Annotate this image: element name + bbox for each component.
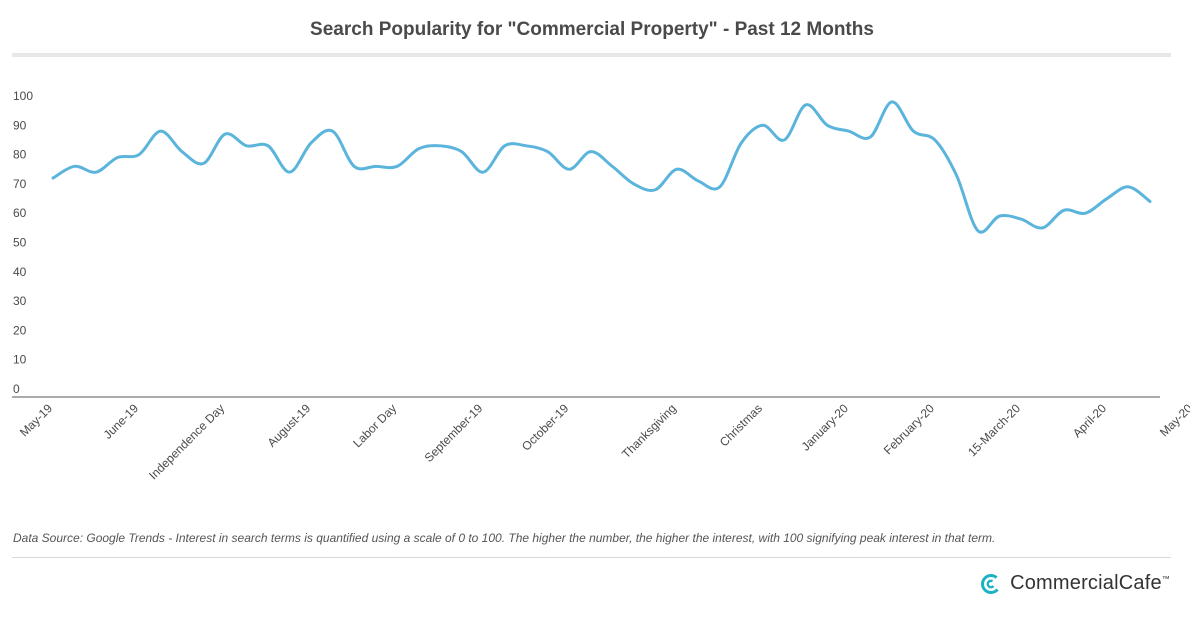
data-point xyxy=(309,141,313,145)
data-point xyxy=(997,214,1001,218)
x-tick-label: February-20 xyxy=(881,401,937,457)
y-tick-label: 70 xyxy=(13,177,27,191)
x-tick-label: May-19 xyxy=(17,401,55,439)
data-point xyxy=(352,164,356,168)
data-point xyxy=(417,147,421,151)
brand-logo: CommercialCafe™ xyxy=(980,572,1170,595)
data-point xyxy=(696,179,700,183)
data-point xyxy=(374,164,378,168)
data-point xyxy=(804,103,808,107)
data-point xyxy=(933,138,937,142)
data-point xyxy=(481,170,485,174)
y-tick-label: 30 xyxy=(13,294,27,308)
commercialcafe-logo-icon xyxy=(981,573,1002,594)
x-tick-label: September-19 xyxy=(422,401,486,465)
data-point xyxy=(1019,217,1023,221)
data-point xyxy=(159,129,163,133)
data-point xyxy=(890,100,894,104)
x-tick-label: Labor Day xyxy=(350,401,399,450)
y-tick-label: 80 xyxy=(13,148,27,162)
data-point xyxy=(73,164,77,168)
data-point xyxy=(438,144,442,148)
x-tick-label: May-20 xyxy=(1157,401,1190,439)
data-point xyxy=(245,144,249,148)
data-point xyxy=(94,170,98,174)
title-divider xyxy=(12,53,1171,57)
data-point xyxy=(610,164,614,168)
data-point xyxy=(1062,208,1066,212)
data-point xyxy=(825,123,829,127)
y-tick-label: 50 xyxy=(13,236,27,250)
data-point xyxy=(503,144,507,148)
data-point xyxy=(632,182,636,186)
data-point xyxy=(653,188,657,192)
data-point xyxy=(202,161,206,165)
x-tick-label: October-19 xyxy=(519,401,572,454)
data-point xyxy=(288,170,292,174)
x-tick-label: August-19 xyxy=(265,401,314,450)
data-point xyxy=(868,135,872,139)
data-point xyxy=(1040,226,1044,230)
data-point xyxy=(589,150,593,154)
y-tick-label: 100 xyxy=(13,89,33,103)
data-point xyxy=(567,167,571,171)
data-point xyxy=(395,164,399,168)
data-point xyxy=(847,129,851,133)
data-point xyxy=(546,150,550,154)
data-point xyxy=(1105,197,1109,201)
data-point xyxy=(1083,211,1087,215)
x-tick-label: June-19 xyxy=(101,401,142,442)
x-tick-label: January-20 xyxy=(799,401,852,454)
x-tick-label: Christmas xyxy=(717,401,765,449)
data-point xyxy=(675,167,679,171)
data-point xyxy=(116,156,120,160)
data-point xyxy=(718,185,722,189)
y-tick-label: 10 xyxy=(13,353,27,367)
data-point xyxy=(954,173,958,177)
data-point xyxy=(911,129,915,133)
chart-title: Search Popularity for "Commercial Proper… xyxy=(310,19,874,40)
data-point xyxy=(782,138,786,142)
data-point xyxy=(180,150,184,154)
x-tick-label: April-20 xyxy=(1070,401,1109,440)
line-chart: 0 10 20 30 40 50 60 70 80 90 100 May-19 June-19 Indep… xyxy=(12,89,1190,482)
y-tick-label: 0 xyxy=(13,382,20,396)
data-source-note: Data Source: Google Trends - Interest in… xyxy=(13,531,996,545)
y-tick-label: 40 xyxy=(13,265,27,279)
y-tick-label: 90 xyxy=(13,118,27,132)
data-point xyxy=(266,144,270,148)
x-tick-label: 15-March-20 xyxy=(965,401,1023,459)
data-point xyxy=(223,132,227,136)
brand-name: CommercialCafe™ xyxy=(1010,572,1170,594)
data-point xyxy=(460,150,464,154)
data-point xyxy=(976,229,980,233)
footer-divider xyxy=(12,557,1171,558)
data-point xyxy=(1148,199,1152,203)
data-point xyxy=(51,176,55,180)
data-point xyxy=(137,153,141,157)
y-tick-label: 20 xyxy=(13,323,27,337)
data-point xyxy=(524,144,528,148)
trademark-mark: ™ xyxy=(1161,574,1170,584)
series-line xyxy=(51,100,1152,234)
data-point xyxy=(1126,185,1130,189)
y-tick-label: 60 xyxy=(13,206,27,220)
x-tick-label: Thanksgiving xyxy=(619,401,679,461)
data-point xyxy=(331,129,335,133)
data-point xyxy=(739,141,743,145)
x-tick-label: Independence Day xyxy=(146,401,227,482)
data-point xyxy=(761,123,765,127)
